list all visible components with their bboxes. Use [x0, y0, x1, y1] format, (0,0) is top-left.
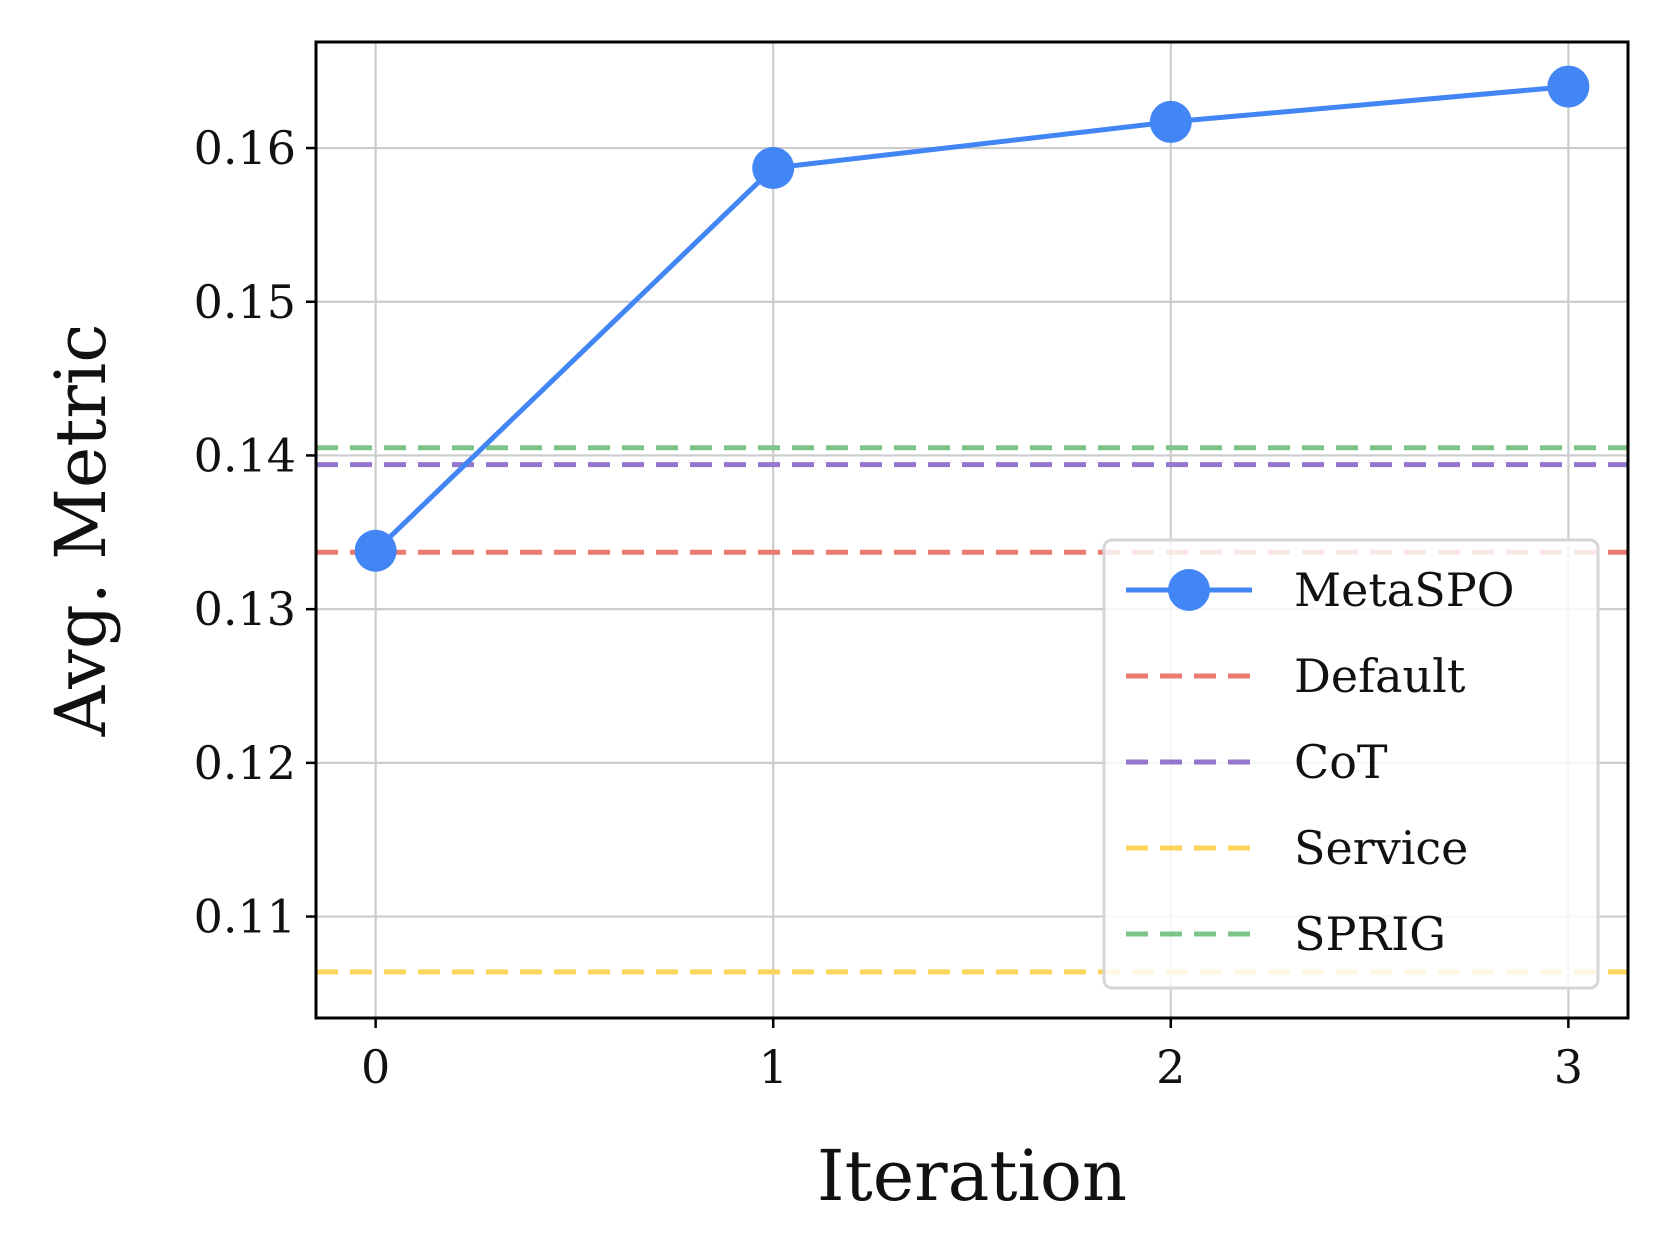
y-tick-label: 0.16 — [194, 121, 296, 175]
data-point — [354, 529, 397, 572]
data-point — [752, 147, 795, 190]
legend-label: CoT — [1294, 735, 1388, 789]
x-tick-label: 2 — [1156, 1040, 1185, 1094]
legend-marker-metaspo — [1168, 569, 1210, 611]
legend-label: Service — [1294, 821, 1468, 875]
data-point — [1547, 65, 1590, 108]
series — [354, 65, 1590, 572]
plot-frame — [314, 40, 1630, 1020]
legend-label: Default — [1294, 649, 1466, 703]
y-tick-label: 0.12 — [194, 736, 296, 790]
data-point — [1149, 100, 1192, 143]
y-axis-title: Avg. Metric — [40, 324, 122, 738]
legend-label: MetaSPO — [1294, 563, 1514, 617]
x-axis-title: Iteration — [817, 1135, 1127, 1217]
legend-label: SPRIG — [1294, 907, 1446, 961]
x-tick-label: 1 — [759, 1040, 788, 1094]
y-tick-label: 0.14 — [194, 428, 296, 482]
y-tick-label: 0.13 — [194, 582, 296, 636]
legend-box — [1102, 538, 1600, 990]
series-line-metaspo — [373, 84, 1569, 553]
legend: MetaSPO Default CoT Service SPRIG — [1102, 538, 1600, 990]
ticks: 0 1 2 3 0.11 0.12 0.13 0.14 0.15 0.16 — [194, 121, 1583, 1094]
y-tick-label: 0.15 — [194, 275, 296, 329]
y-tick-label: 0.11 — [194, 890, 296, 944]
x-tick-label: 0 — [361, 1040, 390, 1094]
x-tick-label: 3 — [1554, 1040, 1583, 1094]
